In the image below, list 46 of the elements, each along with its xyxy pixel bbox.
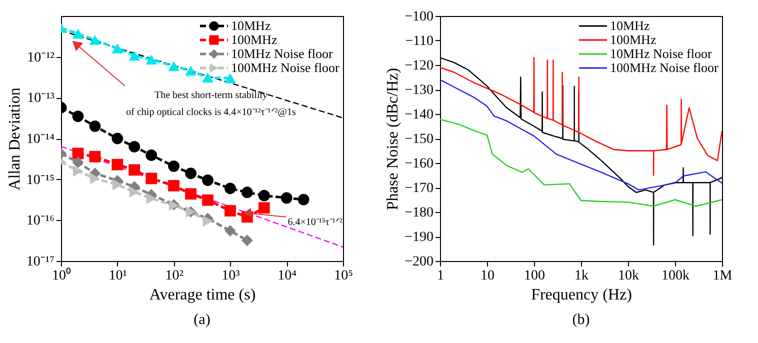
y-tick-label: −160 [404, 156, 434, 172]
y-tick-label: −190 [404, 230, 434, 245]
x-tick-label: 1M [712, 268, 733, 284]
legend-label: 10MHz Noise floor [610, 46, 712, 61]
y-tick-label: −130 [404, 83, 434, 98]
y-tick-label: −110 [405, 34, 434, 49]
y-tick-label: 10⁻¹⁵ [26, 172, 55, 188]
y-tick-label: 10⁻¹² [27, 50, 54, 66]
text: (a) [194, 312, 210, 328]
legend-label: 100MHz Noise floor [231, 60, 340, 75]
y-tick-label: −180 [404, 206, 434, 220]
x-tick-label: 1k [574, 268, 588, 284]
y-tick-label: −200 [404, 254, 434, 270]
x-tick-label: 100k [662, 268, 690, 284]
legend-label: 10MHz Noise floor [231, 46, 334, 61]
x-axis-title: Frequency (Hz) [531, 286, 632, 304]
y-tick-label: 10⁻¹⁶ [26, 214, 55, 229]
x-tick-label: 10² [165, 268, 184, 284]
text: (b) [572, 312, 590, 328]
annotation: The best short-term stability of chip optical clocks is 4.4×10⁻¹²τ⁻¹ᐟ²@1s [126, 90, 296, 118]
y-tick-label: 10⁻¹³ [27, 91, 54, 106]
x-tick-label: 10⁰ [52, 268, 71, 284]
y-tick-label: −100 [404, 10, 434, 24]
legend-label: 10MHz [610, 18, 650, 33]
x-tick-label: 10¹ [108, 268, 127, 284]
y-tick-label: −120 [404, 58, 434, 74]
y-tick-label: −150 [404, 132, 434, 147]
x-tick-label: 10 [480, 268, 494, 284]
x-tick-label: 10⁴ [278, 268, 297, 284]
y-tick-label: 10⁻¹⁴ [26, 132, 55, 147]
x-tick-label: 10k [618, 268, 639, 284]
x-tick-label: 10⁵ [334, 268, 354, 284]
y-tick-label: −170 [404, 181, 434, 196]
legend-label: 100MHz [610, 32, 656, 47]
x-tick-label: 10³ [222, 268, 240, 284]
legend-label: 100MHz Noise floor [610, 60, 719, 75]
x-axis-title: Average time (s) [149, 286, 256, 304]
legend-label: 10MHz [231, 18, 271, 33]
y-tick-label: −140 [404, 108, 434, 122]
y-axis-title: Allan Deviation [6, 88, 24, 190]
x-tick-label: 100 [524, 268, 545, 284]
x-tick-label: 1 [437, 268, 444, 284]
legend-label: 100MHz [231, 32, 278, 47]
annotation: 6.4×10⁻¹⁵τ⁻¹ᐟ² [288, 217, 342, 228]
y-tick-label: 10⁻¹⁷ [26, 254, 55, 270]
y-axis-title: Phase Noise (dBc/Hz) [384, 68, 402, 210]
